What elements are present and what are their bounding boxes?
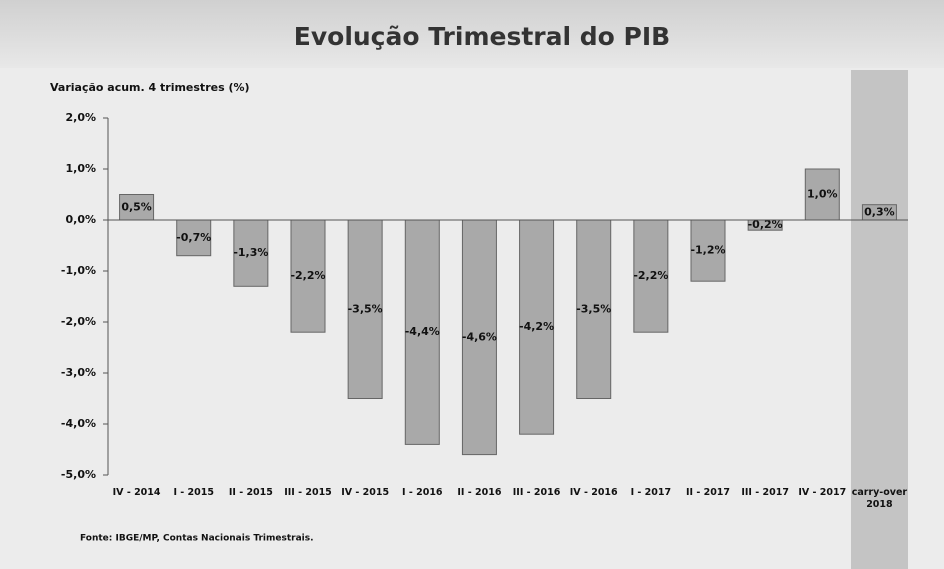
data-label: 0,5% [121,200,152,213]
bar [690,219,726,282]
data-label: 1,0% [807,188,838,201]
x-tick-label: IV - 2015 [341,487,390,498]
y-tick-label: -1,0% [61,264,96,277]
data-label: -4,4% [405,325,440,338]
y-axis-label: Variação acum. 4 trimestres (%) [50,81,250,94]
bar [519,219,555,435]
x-tick-label: IV - 2016 [569,487,618,498]
x-tick-label: I - 2017 [630,487,672,498]
highlight-column [851,70,908,569]
y-tick-label: -4,0% [61,417,96,430]
bar [290,219,326,333]
x-tick-label: IV - 2014 [112,487,161,498]
x-tick-label: IV - 2017 [798,487,847,498]
source: Fonte: IBGE/MP, Contas Nacionais Trimest… [80,534,314,544]
x-tick-label: II - 2015 [228,487,273,498]
x-tick-label: III - 2016 [512,487,561,498]
x-tick-label: II - 2016 [457,487,502,498]
x-tick-label: III - 2017 [741,487,789,498]
y-tick-label: -3,0% [61,366,96,379]
bar [119,194,155,221]
title-band [0,0,944,68]
data-label: -4,2% [519,320,554,333]
data-label: -3,5% [576,302,611,315]
chart-title: Evolução Trimestral do PIB [294,22,670,51]
data-label: -0,7% [176,231,211,244]
y-tick-label: 2,0% [65,111,96,124]
bar [633,219,669,333]
bar [404,219,440,445]
x-tick-label: carry-over 2018 [851,487,908,510]
data-label: 0,3% [864,205,895,218]
x-tick-label: I - 2015 [173,487,214,498]
data-label: -1,2% [690,244,725,257]
x-tick-label: I - 2016 [402,487,443,498]
y-tick-label: -5,0% [61,468,96,481]
x-tick-label: III - 2015 [284,487,332,498]
y-tick-label: 0,0% [65,213,96,226]
x-tick-label: II - 2017 [685,487,731,498]
data-label: -2,2% [290,269,325,282]
data-label: -4,6% [462,330,497,343]
bar [347,219,383,399]
bar [576,219,612,399]
data-label: -0,2% [748,218,783,231]
data-label: -2,2% [633,269,668,282]
data-label: -1,3% [233,246,268,259]
y-tick-label: 1,0% [65,162,96,175]
data-label: -3,5% [348,302,383,315]
y-tick-label: -2,0% [61,315,96,328]
bar [233,219,269,287]
